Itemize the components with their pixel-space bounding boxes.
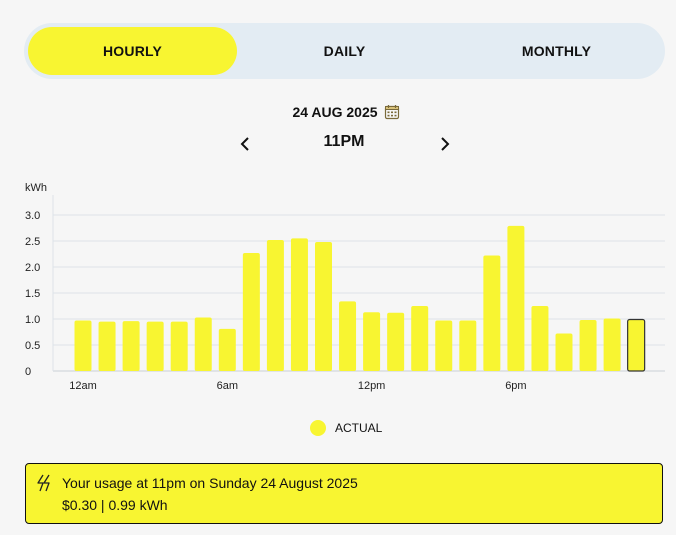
bar	[122, 321, 140, 371]
usage-summary: Your usage at 11pm on Sunday 24 August 2…	[25, 463, 663, 524]
tab-monthly[interactable]: MONTHLY	[521, 43, 592, 59]
bar	[531, 306, 549, 371]
y-tick-label: 0.5	[25, 340, 40, 352]
bar	[435, 320, 453, 371]
y-tick-label: 2.0	[25, 262, 40, 274]
x-tick-label: 6pm	[505, 380, 526, 392]
x-tick-label: 12pm	[358, 380, 386, 392]
y-tick-label: 2.5	[25, 236, 40, 248]
bar	[603, 318, 621, 371]
chevron-left-icon[interactable]	[233, 133, 257, 155]
bar	[459, 320, 477, 371]
bar	[483, 255, 501, 371]
bar	[98, 321, 116, 371]
bar	[242, 252, 260, 371]
bar	[339, 301, 357, 371]
bar	[579, 320, 597, 371]
x-tick-label: 6am	[217, 380, 238, 392]
date-label: 24 AUG 2025	[292, 104, 378, 120]
x-tick-label: 12am	[69, 380, 97, 392]
date-selector: 24 AUG 2025	[0, 104, 676, 120]
tab-daily[interactable]: DAILY	[323, 43, 366, 59]
bar	[387, 312, 405, 371]
y-tick-label: 3.0	[25, 210, 40, 222]
bar	[266, 239, 284, 371]
y-tick-label: 0	[25, 366, 31, 378]
chart-legend: ACTUAL	[310, 420, 382, 436]
bar	[411, 306, 429, 371]
bar	[290, 238, 308, 371]
bar	[363, 312, 381, 371]
lightning-icon	[35, 474, 53, 492]
legend-swatch-actual	[310, 420, 326, 436]
bar	[170, 321, 188, 371]
y-tick-label: 1.5	[25, 288, 40, 300]
tab-hourly[interactable]: HOURLY	[28, 27, 237, 75]
calendar-icon[interactable]	[384, 104, 400, 120]
period-tab-bar: HOURLY DAILY MONTHLY	[24, 23, 665, 79]
bar-selected	[627, 318, 646, 372]
hour-label: 11PM	[323, 133, 365, 150]
usage-cost: $0.30 | 0.99 kWh	[62, 497, 168, 513]
bar	[507, 225, 525, 371]
y-tick-label: 1.0	[25, 314, 40, 326]
legend-label-actual: ACTUAL	[335, 421, 383, 435]
bar	[74, 320, 92, 371]
bar	[194, 317, 212, 371]
chevron-right-icon[interactable]	[433, 133, 457, 155]
hourly-usage-chart: kWh 0 0.5 1.0 1.5 2.0 2.5 3.0 12am 6am 12pm 6pm	[25, 182, 665, 392]
usage-description: Your usage at 11pm on Sunday 24 August 2…	[62, 475, 358, 491]
bar	[146, 321, 164, 371]
bar	[315, 242, 332, 371]
bar	[555, 333, 573, 371]
y-axis-label: kWh	[25, 182, 47, 194]
bar	[218, 328, 236, 371]
